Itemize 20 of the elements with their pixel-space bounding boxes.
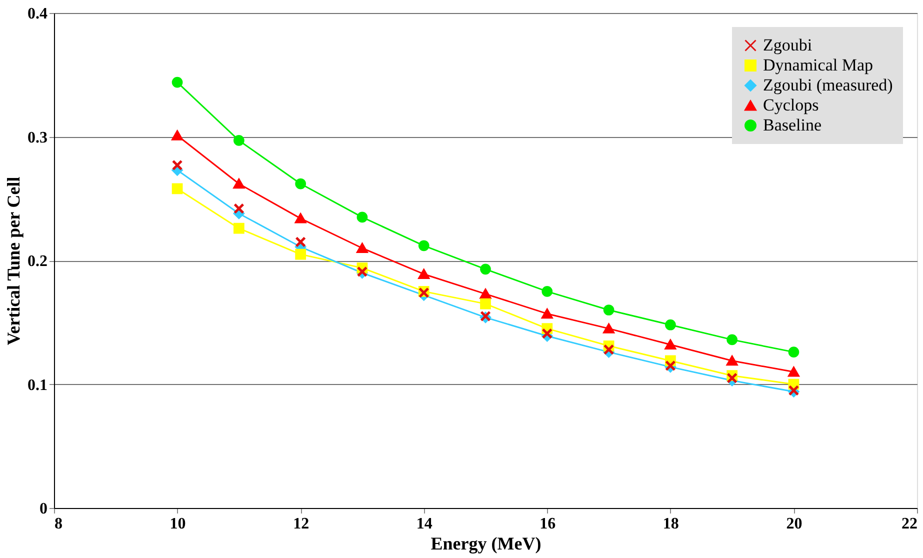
legend-label: Zgoubi [763, 36, 812, 54]
x-tick-label: 8 [54, 516, 62, 532]
x-tick-label: 10 [170, 516, 186, 532]
x-tick-label: 16 [540, 516, 556, 532]
x-axis-title: Energy (MeV) [430, 534, 542, 554]
x-tick-label: 20 [786, 516, 802, 532]
x-tick-label: 18 [662, 516, 679, 532]
y-tick-label: 0.3 [28, 129, 48, 146]
y-tick-label: 0.1 [28, 376, 48, 394]
legend-label: Cyclops [763, 96, 819, 114]
y-tick-label: 0.4 [28, 6, 48, 22]
legend-label: Zgoubi (measured) [763, 76, 893, 94]
x-tick-label: 22 [902, 516, 918, 532]
y-tick-label: 0.2 [28, 253, 48, 270]
legend-label: Baseline [763, 116, 822, 134]
x-tick-label: 12 [293, 516, 310, 532]
x-tick-label: 14 [416, 516, 432, 532]
y-axis-title: Vertical Tune per Cell [4, 176, 24, 346]
legend-label: Dynamical Map [763, 56, 873, 74]
y-tick-label: 0 [40, 500, 48, 518]
